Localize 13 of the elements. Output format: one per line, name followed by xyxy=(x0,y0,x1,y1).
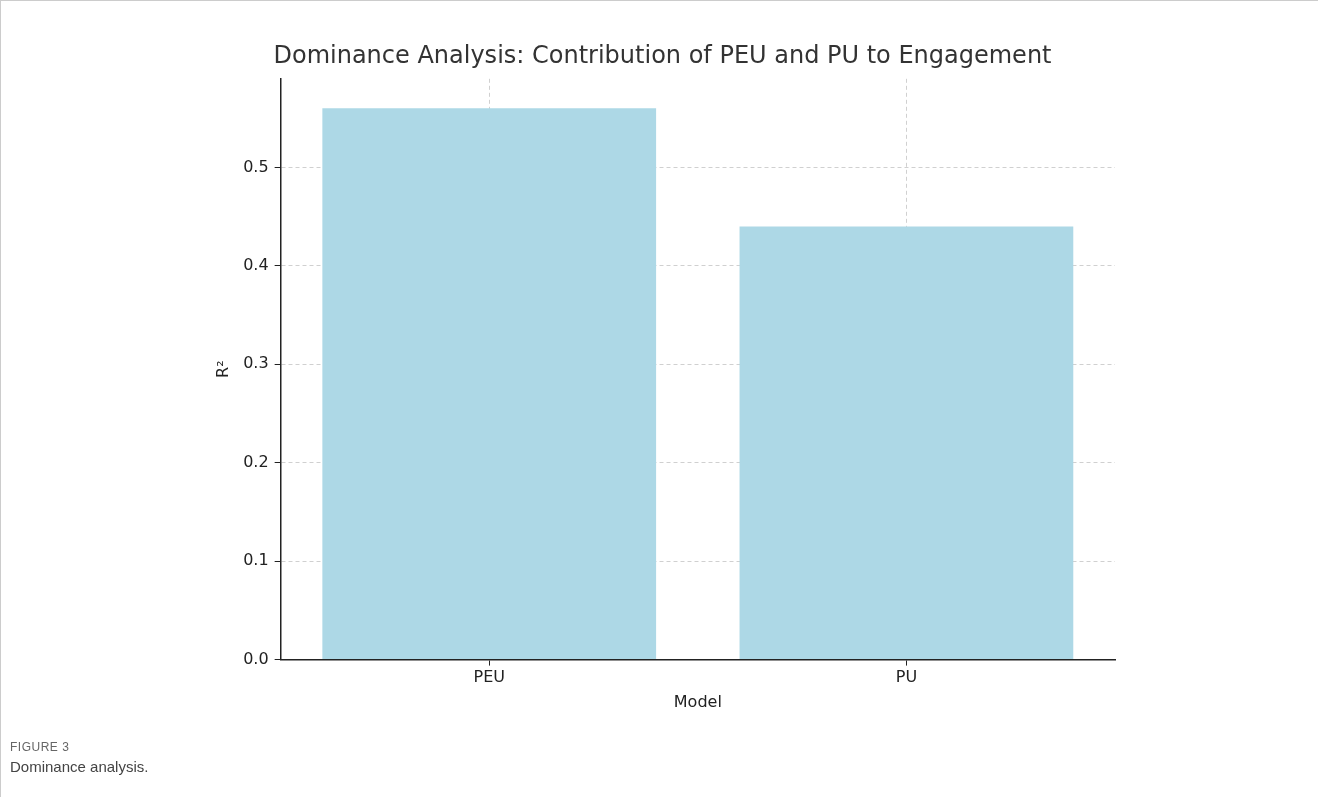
x-axis-title: Model xyxy=(673,691,722,711)
y-tick-label: 0.0 xyxy=(243,648,269,668)
y-tick-label: 0.2 xyxy=(243,451,269,471)
text: Dominance analysis. xyxy=(10,758,149,775)
x-tick-label: PU xyxy=(895,667,918,687)
y-tick-label: 0.5 xyxy=(243,156,269,176)
y-tick-label: 0.1 xyxy=(243,550,269,570)
y-tick-label: 0.3 xyxy=(243,353,269,373)
caption: FIGURE 3 xyxy=(10,740,71,754)
x-tick-label: PEU xyxy=(473,667,505,687)
y-tick-label: 0.4 xyxy=(243,254,269,274)
y-axis-title: R² xyxy=(212,360,232,378)
chart-title: Dominance Analysis: Contribution of PEU and PU to Engagement xyxy=(273,40,1052,69)
